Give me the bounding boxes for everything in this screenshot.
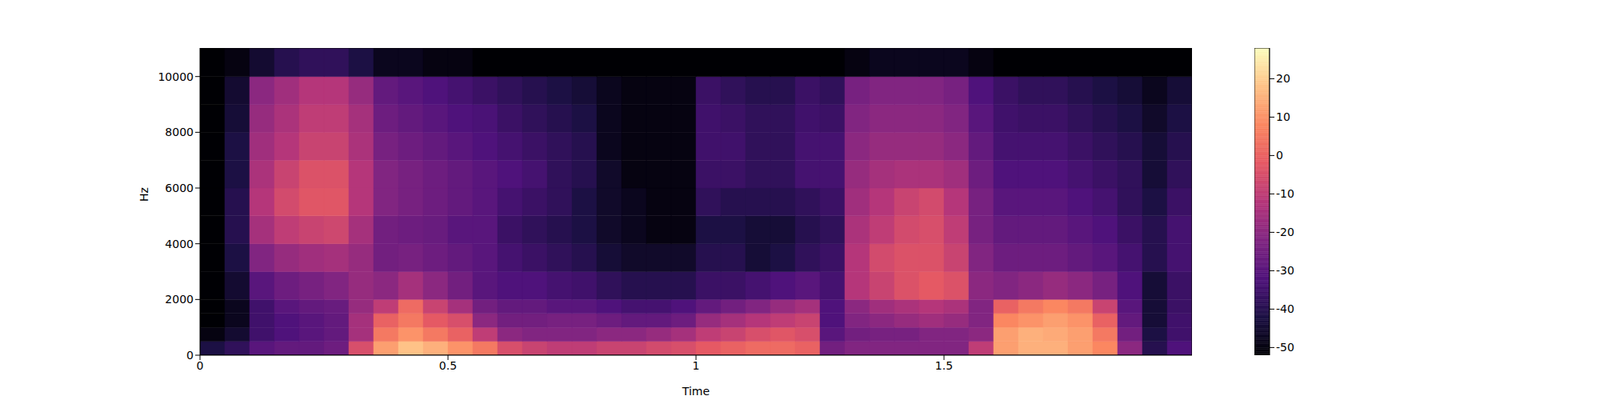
svg-text:-20: -20 — [1276, 225, 1295, 239]
svg-text:0.5: 0.5 — [439, 359, 457, 372]
svg-text:0: 0 — [196, 359, 204, 372]
svg-text:10: 10 — [1276, 110, 1291, 124]
svg-text:1: 1 — [692, 359, 700, 372]
svg-text:2000: 2000 — [164, 292, 194, 306]
svg-text:8000: 8000 — [164, 125, 194, 139]
svg-text:20: 20 — [1276, 72, 1291, 85]
svg-text:10000: 10000 — [157, 70, 194, 84]
svg-text:-30: -30 — [1276, 264, 1295, 277]
svg-text:-40: -40 — [1276, 302, 1295, 316]
svg-text:0: 0 — [1276, 148, 1284, 162]
svg-text:0: 0 — [186, 348, 194, 362]
svg-text:-50: -50 — [1276, 340, 1295, 354]
svg-text:Hz: Hz — [137, 187, 151, 202]
svg-text:1.5: 1.5 — [935, 359, 953, 372]
svg-text:-10: -10 — [1276, 187, 1295, 200]
svg-text:6000: 6000 — [164, 181, 194, 195]
svg-text:4000: 4000 — [164, 237, 194, 251]
svg-text:Time: Time — [681, 384, 710, 398]
